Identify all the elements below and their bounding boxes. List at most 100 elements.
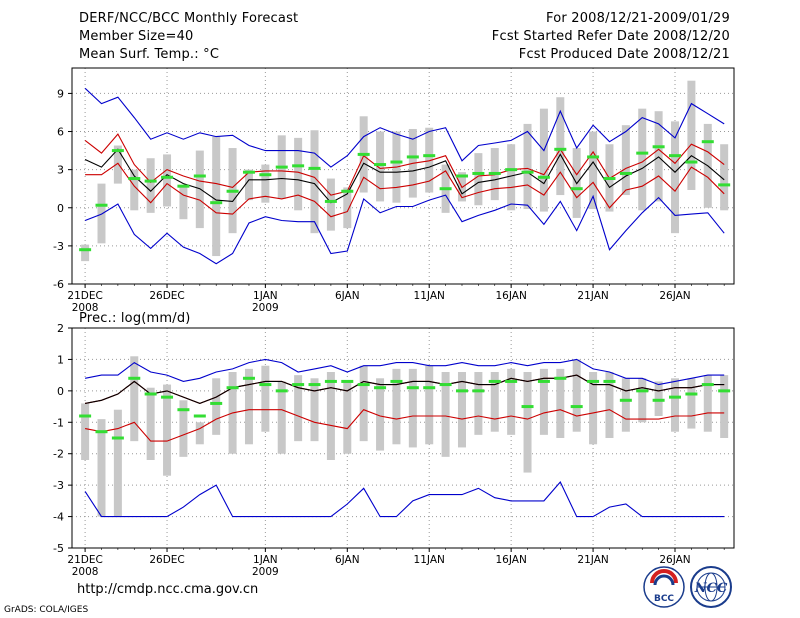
temp-median-4 [128, 177, 141, 181]
temp-box-40 [720, 144, 729, 211]
prec-box-17 [343, 381, 352, 454]
prec-median-29 [537, 379, 550, 383]
prec-xtick-label-1: 26DEC [149, 554, 184, 566]
prec-median-22 [423, 386, 436, 390]
temp-median-16 [324, 199, 337, 203]
prec-median-4 [128, 376, 141, 380]
prec-median-12 [259, 383, 272, 387]
prec-median-28 [521, 405, 534, 409]
prec-median-25 [472, 389, 485, 393]
prec-xtick-label-6: 21JAN [577, 554, 608, 566]
prec-box-1 [81, 403, 90, 460]
temp-mean-line [84, 148, 725, 204]
prec-xtick-label-4: 11JAN [414, 554, 445, 566]
temp-median-23 [439, 187, 452, 191]
member-size: Member Size=40 [79, 29, 194, 44]
temp-box-5 [146, 158, 155, 213]
prec-median-31 [570, 405, 583, 409]
prec-min-line [84, 481, 725, 518]
prec-median-35 [636, 389, 649, 393]
temp-median-39 [701, 140, 714, 144]
temp-box-29 [539, 108, 548, 212]
prec-median-10 [226, 386, 239, 390]
temp-median-35 [636, 151, 649, 155]
prec-median-11 [242, 376, 255, 380]
refer-date: Fcst Started Refer Date 2008/12/20 [491, 29, 730, 44]
prec-box-15 [310, 378, 319, 442]
prec-median-40 [718, 389, 731, 393]
temp-xtick-label-5: 16JAN [495, 290, 526, 302]
prec-median-32 [587, 379, 600, 383]
temp-box-1 [81, 244, 90, 262]
prec-box-29 [539, 368, 548, 435]
temp-median-24 [455, 174, 468, 178]
prec-median-23 [439, 383, 452, 387]
prec-box-18 [359, 365, 368, 442]
temp-spread-lo-line [85, 162, 725, 218]
temp-median-25 [472, 171, 485, 175]
temp-median-1 [79, 248, 92, 252]
temp-box-35 [638, 108, 647, 211]
temp-median-38 [685, 160, 698, 164]
temp-median-30 [554, 147, 567, 151]
prec-box-14 [294, 375, 303, 442]
prec-xtick-label-2: 1JAN [253, 554, 278, 566]
temp-xtick-label-0: 21DEC [67, 290, 102, 302]
prec-box-12 [261, 365, 270, 432]
temp-box-9 [212, 136, 221, 257]
temp-median-34 [619, 171, 632, 175]
prec-box-11 [244, 368, 253, 445]
prec-xtick-year-0: 2008 [72, 566, 99, 578]
prec-box-26 [490, 372, 499, 432]
temp-box-30 [556, 97, 565, 196]
prec-box-30 [556, 368, 565, 438]
prec-median-3 [111, 436, 124, 440]
prec-median-20 [390, 379, 403, 383]
prec-median-17 [341, 379, 354, 383]
prec-xtick-label-0: 21DEC [67, 554, 102, 566]
temp-median-7 [177, 184, 190, 188]
prec-box-4 [130, 356, 139, 442]
forecast-period: For 2008/12/21-2009/01/29 [546, 11, 730, 26]
temp-box-4 [130, 169, 139, 211]
temp-box-34 [621, 125, 630, 196]
prec-box-6 [163, 384, 172, 476]
temp-median-26 [488, 171, 501, 175]
temp-median-40 [718, 183, 731, 187]
prec-median-27 [505, 379, 518, 383]
temp-median-36 [652, 145, 665, 149]
temp-ytick-label-4: 6 [57, 126, 64, 139]
prec-box-36 [654, 381, 663, 416]
source-url[interactable]: http://cmdp.ncc.cma.gov.cn [77, 582, 259, 597]
temp-box-37 [671, 121, 680, 234]
temp-box-28 [523, 123, 532, 210]
temp-xtick-label-1: 26DEC [149, 290, 184, 302]
prec-box-21 [408, 368, 417, 448]
prec-box-16 [326, 372, 335, 460]
prec-box-31 [572, 359, 581, 432]
temp-spread-hi-line [84, 133, 725, 196]
bcc-logo-text: BCC [654, 594, 674, 604]
prec-box-37 [671, 378, 680, 432]
prec-box-40 [720, 375, 729, 438]
prec-box-19 [376, 378, 385, 451]
temp-box-19 [376, 131, 385, 202]
temp-median-28 [521, 170, 534, 174]
temp-ytick-label-2: 0 [57, 202, 64, 215]
temp-median-10 [226, 189, 239, 193]
prec-box-9 [212, 378, 221, 435]
bcc-logo: BCC [643, 566, 685, 608]
prec-box-8 [195, 422, 204, 445]
ncc-logo: NCC [690, 566, 732, 608]
prec-box-5 [146, 387, 155, 460]
prec-box-27 [507, 368, 516, 435]
prec-ytick-label-0: -5 [53, 542, 64, 555]
prec-ytick-label-6: 1 [57, 353, 64, 366]
temp-box-3 [113, 145, 122, 184]
temp-box-22 [425, 127, 434, 193]
temp-median-32 [587, 155, 600, 159]
temp-xtick-year-0: 2008 [72, 302, 99, 314]
temp-box-16 [326, 178, 335, 231]
